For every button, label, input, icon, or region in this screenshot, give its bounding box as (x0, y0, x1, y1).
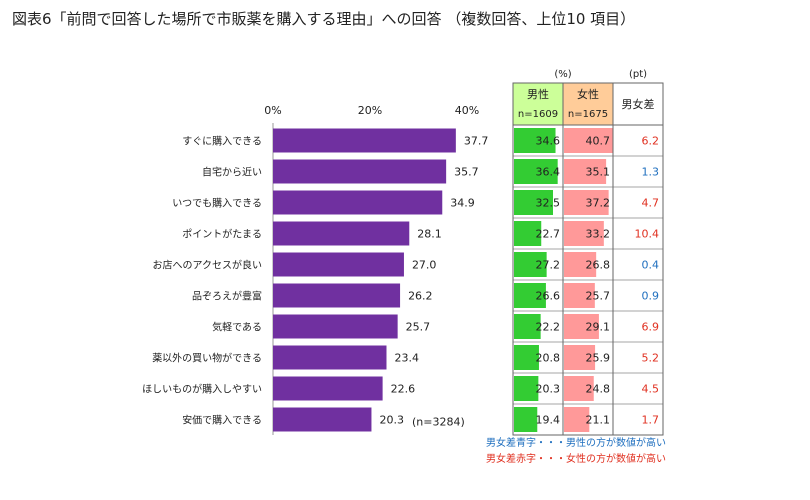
category-label: 安価で購入できる (182, 414, 262, 427)
chart-title: 図表6「前問で回答した場所で市販薬を購入する理由」への回答 （複数回答、上位10… (12, 10, 636, 28)
category-label: 自宅から近い (202, 166, 262, 179)
male-value-label: 36.4 (536, 166, 561, 179)
bar (273, 376, 383, 401)
bar-value-label: 35.7 (454, 166, 479, 179)
axis-tick-label: 0% (264, 104, 281, 117)
male-value-label: 22.2 (536, 321, 561, 334)
note-red: 男女差赤字・・・女性の方が数値が高い (486, 454, 666, 465)
diff-value-label: 4.5 (642, 383, 660, 396)
axis-tick-label: 20% (358, 104, 382, 117)
female-value-label: 35.1 (586, 166, 611, 179)
note-blue: 男女差青字・・・男性の方が数値が高い (486, 438, 666, 449)
male-bar (514, 159, 558, 184)
diff-value-label: 6.2 (642, 135, 660, 148)
female-value-label: 33.2 (586, 228, 611, 241)
male-value-label: 34.6 (536, 135, 561, 148)
female-n-label: n=1675 (568, 109, 608, 120)
bar-value-label: 28.1 (417, 228, 442, 241)
female-header: 女性 (577, 87, 599, 101)
male-bar (514, 314, 541, 339)
bar-value-label: 23.4 (394, 352, 419, 365)
female-value-label: 26.8 (586, 259, 611, 272)
female-value-label: 25.7 (586, 290, 611, 303)
category-label: 気軽である (212, 321, 262, 334)
unit-percent-label: (%) (554, 69, 571, 80)
female-bar (564, 345, 596, 370)
bar (273, 221, 410, 246)
diff-value-label: 4.7 (642, 197, 660, 210)
bar-value-label: 20.3 (379, 414, 404, 427)
female-bar (564, 252, 597, 277)
female-value-label: 25.9 (586, 352, 611, 365)
bar (273, 159, 447, 184)
bar (273, 314, 398, 339)
category-label: 品ぞろえが豊富 (192, 290, 262, 303)
male-bar (514, 221, 542, 246)
diff-value-label: 10.4 (635, 228, 660, 241)
category-label: すぐに購入できる (182, 135, 262, 148)
bar-value-label: 25.7 (406, 321, 431, 334)
male-bar (514, 407, 538, 432)
female-bar (564, 221, 604, 246)
diff-value-label: 6.9 (642, 321, 660, 334)
unit-point-label: (pt) (629, 69, 647, 80)
female-header-bg (563, 83, 613, 125)
female-bar (564, 283, 595, 308)
bar-value-label: 34.9 (450, 197, 475, 210)
male-bar (514, 128, 556, 153)
male-bar (514, 345, 539, 370)
female-bar (564, 314, 599, 339)
male-value-label: 22.7 (536, 228, 561, 241)
bar-value-label: 22.6 (391, 383, 416, 396)
male-value-label: 19.4 (536, 414, 561, 427)
female-bar (564, 190, 609, 215)
category-label: ポイントがたまる (182, 228, 262, 241)
category-label: いつでも購入できる (172, 197, 262, 210)
diff-value-label: 0.9 (642, 290, 660, 303)
category-label: 薬以外の買い物ができる (152, 352, 262, 365)
female-bar (564, 376, 594, 401)
female-bar (564, 159, 607, 184)
male-value-label: 20.3 (536, 383, 561, 396)
bar (273, 252, 404, 277)
male-bar (514, 283, 546, 308)
category-label: お店へのアクセスが良い (153, 259, 263, 272)
male-header: 男性 (527, 87, 549, 101)
male-value-label: 27.2 (536, 259, 561, 272)
bar (273, 283, 401, 308)
male-header-bg (513, 83, 563, 125)
male-value-label: 20.8 (536, 352, 561, 365)
bar-value-label: 37.7 (464, 135, 489, 148)
category-label: ほしいものが購入しやすい (142, 383, 262, 396)
male-n-label: n=1609 (518, 109, 558, 120)
sample-size-label: (n=3284) (412, 416, 465, 429)
female-value-label: 21.1 (586, 414, 611, 427)
diff-value-label: 5.2 (642, 352, 660, 365)
bar-value-label: 27.0 (412, 259, 437, 272)
bar (273, 407, 372, 432)
bar-value-label: 26.2 (408, 290, 433, 303)
female-bar (564, 128, 613, 153)
male-bar (514, 252, 547, 277)
diff-value-label: 0.4 (642, 259, 660, 272)
diff-header: 男女差 (622, 97, 655, 111)
bar (273, 128, 456, 153)
bar (273, 190, 443, 215)
female-value-label: 29.1 (586, 321, 611, 334)
axis-tick-label: 40% (455, 104, 479, 117)
female-value-label: 40.7 (586, 135, 611, 148)
female-value-label: 37.2 (586, 197, 611, 210)
female-value-label: 24.8 (586, 383, 611, 396)
bar (273, 345, 387, 370)
male-value-label: 32.5 (536, 197, 561, 210)
female-bar (564, 407, 590, 432)
diff-value-label: 1.7 (642, 414, 660, 427)
diff-value-label: 1.3 (642, 166, 660, 179)
male-bar (514, 190, 553, 215)
table-border (512, 82, 664, 436)
male-bar (514, 376, 539, 401)
male-value-label: 26.6 (536, 290, 561, 303)
